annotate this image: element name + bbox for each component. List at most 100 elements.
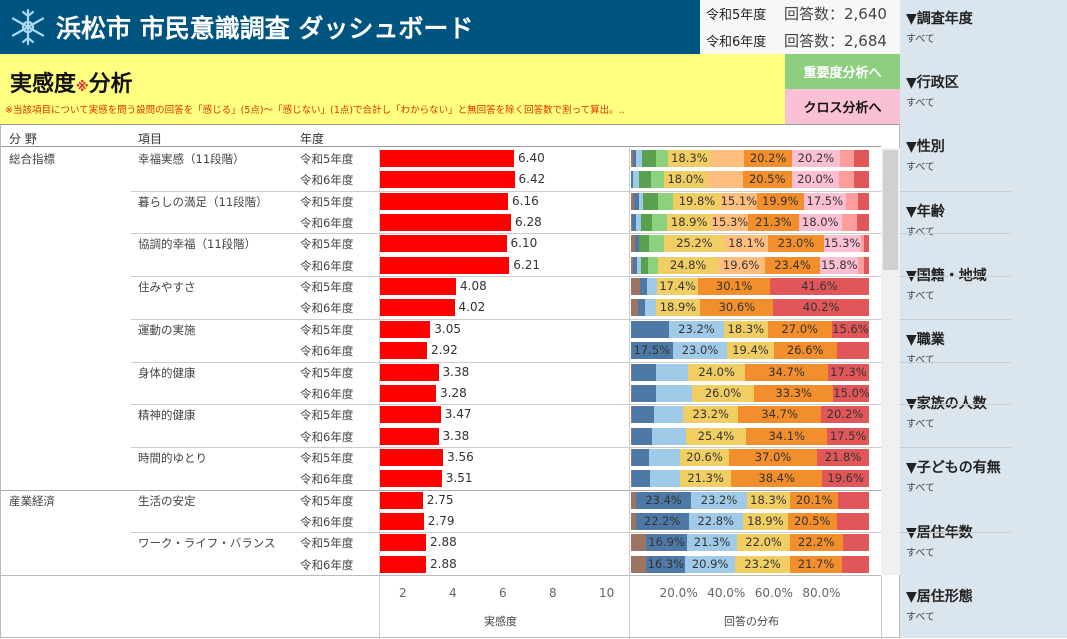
cross-analysis-button[interactable]: クロス分析へ [785, 89, 900, 124]
page-note: ※当該項目について実感を問う設問の回答を「感じる」(5点)～「感じない」(1点)… [5, 102, 625, 116]
distribution-segment [658, 193, 673, 210]
filter-0[interactable]: ▼調査年度すべて [906, 8, 973, 45]
importance-analysis-button[interactable]: 重要度分析へ [785, 54, 900, 89]
response-counts: 令和5年度回答数：2,640 令和6年度回答数：2,684 [700, 0, 900, 54]
header-divider [1, 146, 881, 147]
score-bar [379, 492, 423, 509]
distribution-segment: 21.3% [748, 214, 799, 231]
filter-value[interactable]: すべて [906, 479, 1001, 494]
year-label: 令和6年度 [300, 215, 353, 231]
filter-label[interactable]: ▼職業 [906, 329, 945, 349]
filter-value[interactable]: すべて [906, 351, 945, 366]
filter-4[interactable]: ▼国籍・地域すべて [906, 265, 987, 302]
distribution-segment [652, 428, 685, 445]
distribution-segment: 19.9% [757, 193, 804, 210]
filter-label[interactable]: ▼行政区 [906, 72, 959, 92]
distribution-segment: 15.3% [824, 235, 861, 252]
page-title-band: 実感度※分析 ※当該項目について実感を問う設問の回答を「感じる」(5点)～「感じ… [0, 54, 785, 124]
item-label: ワーク・ライフ・バランス [138, 535, 276, 551]
score-axis-tick: 4 [449, 586, 457, 600]
distribution-segment: 20.5% [743, 171, 792, 188]
distribution-segment: 22.0% [737, 534, 789, 551]
filter-value[interactable]: すべて [906, 544, 973, 559]
filter-value[interactable]: すべて [906, 223, 945, 238]
filter-9[interactable]: ▼居住形態すべて [906, 586, 973, 623]
filter-label[interactable]: ▼子どもの有無 [906, 457, 1001, 477]
distribution-segment: 40.2% [773, 299, 869, 316]
score-bar [379, 257, 509, 274]
distribution-segment: 20.0% [792, 171, 840, 188]
item-label: 幸福実感（11段階） [138, 151, 245, 167]
distribution-segment: 33.3% [754, 385, 833, 402]
distribution-segment [631, 299, 638, 316]
distribution-segment [843, 534, 869, 551]
stat-r6: 令和6年度回答数：2,684 [700, 27, 900, 54]
filter-label[interactable]: ▼調査年度 [906, 8, 973, 28]
filter-5[interactable]: ▼職業すべて [906, 329, 945, 366]
page-title-text: 実感度 [10, 72, 76, 97]
score-bar [379, 278, 456, 295]
distribution-segment: 18.3% [724, 321, 768, 338]
filter-3[interactable]: ▼年齢すべて [906, 201, 945, 238]
item-divider [131, 319, 1011, 320]
distribution-segment [654, 406, 684, 423]
item-label: 身体的健康 [138, 365, 196, 381]
score-axis-tick: 6 [499, 586, 507, 600]
year-label: 令和6年度 [300, 258, 353, 274]
distribution-segment: 25.4% [686, 428, 746, 445]
distribution-segment [632, 385, 656, 402]
filter-1[interactable]: ▼行政区すべて [906, 72, 959, 109]
distribution-segment: 22.2% [790, 534, 843, 551]
distribution-segment: 38.4% [731, 470, 822, 487]
scrollbar[interactable] [881, 148, 900, 575]
distribution-segment [656, 364, 688, 381]
distribution-segment: 34.1% [746, 428, 827, 445]
distribution-segment [641, 257, 648, 274]
filter-value[interactable]: すべて [906, 158, 945, 173]
bar-axis-line [379, 148, 380, 575]
year-label: 令和5年度 [300, 407, 353, 423]
filter-2[interactable]: ▼性別すべて [906, 136, 945, 173]
distribution-segment: 37.0% [729, 449, 817, 466]
distribution-segment: 30.6% [700, 299, 773, 316]
axis-divider [629, 576, 630, 639]
distribution-segment [647, 278, 657, 295]
item-label: 精神的健康 [138, 407, 196, 423]
filter-7[interactable]: ▼子どもの有無すべて [906, 457, 1001, 494]
filter-label[interactable]: ▼年齢 [906, 201, 945, 221]
section-divider [1, 490, 881, 491]
distribution-segment [649, 235, 664, 252]
filter-label[interactable]: ▼家族の人数 [906, 393, 987, 413]
filter-value[interactable]: すべて [906, 30, 973, 45]
filter-8[interactable]: ▼居住年数すべて [906, 522, 973, 559]
distribution-segment: 18.3% [747, 492, 791, 509]
filter-value[interactable]: すべて [906, 287, 987, 302]
filter-label[interactable]: ▼居住形態 [906, 586, 973, 606]
distribution-segment: 26.6% [774, 342, 837, 359]
distribution-segment [639, 171, 651, 188]
item-divider [131, 233, 1011, 234]
distribution-segment: 15.1% [721, 193, 757, 210]
filter-6[interactable]: ▼家族の人数すべて [906, 393, 987, 430]
scrollbar-thumb[interactable] [883, 150, 898, 270]
filter-label[interactable]: ▼性別 [906, 136, 945, 156]
distribution-segment [632, 364, 656, 381]
score-value: 2.88 [430, 535, 457, 549]
filter-label[interactable]: ▼国籍・地域 [906, 265, 987, 285]
score-value: 6.40 [518, 151, 545, 165]
distribution-segment [842, 556, 869, 573]
score-bar [379, 193, 508, 210]
filter-value[interactable]: すべて [906, 415, 987, 430]
item-label: 住みやすさ [138, 279, 196, 295]
stat-count: 回答数：2,640 [784, 3, 887, 24]
stat-year: 令和5年度 [706, 4, 784, 23]
filter-value[interactable]: すべて [906, 94, 959, 109]
filter-value[interactable]: すべて [906, 608, 973, 623]
page-title-suffix: 分析 [89, 72, 133, 97]
score-bar [379, 321, 430, 338]
distribution-segment: 17.3% [828, 364, 869, 381]
year-label: 令和5年度 [300, 194, 353, 210]
distribution-segment [864, 257, 869, 274]
distribution-segment [632, 406, 653, 423]
distribution-segment: 17.5% [804, 193, 846, 210]
